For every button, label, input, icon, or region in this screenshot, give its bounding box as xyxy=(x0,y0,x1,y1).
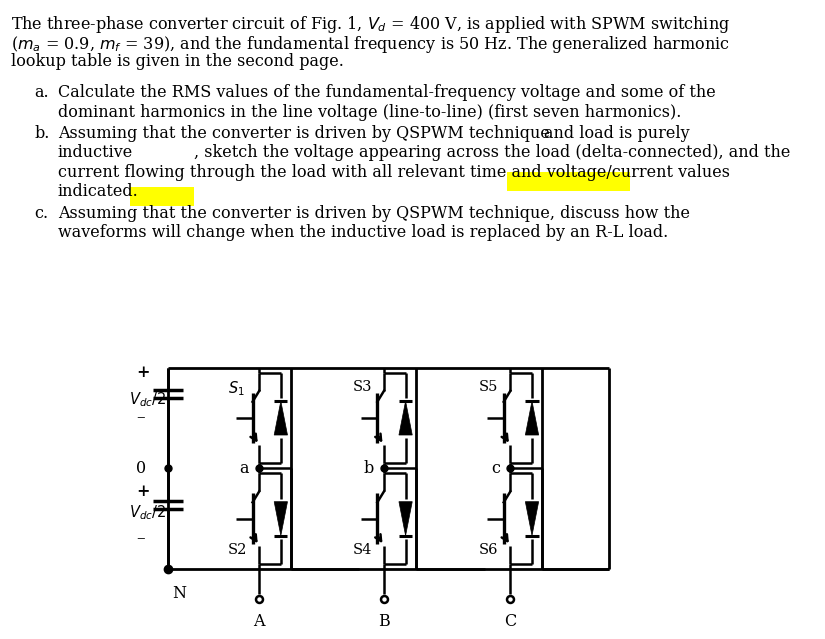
Text: $S_1$: $S_1$ xyxy=(228,380,244,399)
Text: , sketch the voltage appearing across the load (delta-connected), and the: , sketch the voltage appearing across th… xyxy=(194,144,790,162)
Text: S4: S4 xyxy=(352,543,372,557)
Text: Assuming that the converter is driven by QSPWM technique: Assuming that the converter is driven by… xyxy=(58,125,555,142)
Text: N: N xyxy=(172,585,186,602)
Text: –: – xyxy=(136,530,144,548)
Text: S5: S5 xyxy=(478,380,498,394)
Text: c.: c. xyxy=(35,204,49,222)
Text: inductive: inductive xyxy=(58,144,133,162)
Text: ($m_a$ = 0.9, $m_f$ = 39), and the fundamental frequency is 50 Hz. The generaliz: ($m_a$ = 0.9, $m_f$ = 39), and the funda… xyxy=(12,34,730,55)
Text: S3: S3 xyxy=(352,380,372,394)
Text: c: c xyxy=(492,460,501,477)
Polygon shape xyxy=(399,502,412,535)
Text: –: – xyxy=(136,409,144,426)
Text: a: a xyxy=(240,460,249,477)
Polygon shape xyxy=(526,502,539,535)
Text: current flowing through the load with all relevant time and voltage/current valu: current flowing through the load with al… xyxy=(58,164,730,181)
Text: Assuming that the converter is driven by QSPWM technique, discuss how the: Assuming that the converter is driven by… xyxy=(58,204,690,222)
Text: b: b xyxy=(364,460,374,477)
Text: a.: a. xyxy=(35,84,50,101)
Text: $V_{dc}/2$: $V_{dc}/2$ xyxy=(130,503,167,521)
Text: B: B xyxy=(378,613,390,629)
Text: +: + xyxy=(136,364,149,381)
Text: dominant harmonics in the line voltage (line-to-line) (first seven harmonics).: dominant harmonics in the line voltage (… xyxy=(58,104,681,121)
Text: +: + xyxy=(136,482,149,500)
Text: and load is purely: and load is purely xyxy=(544,125,690,142)
Text: waveforms will change when the inductive load is replaced by an R-L load.: waveforms will change when the inductive… xyxy=(58,224,668,241)
Text: $V_{dc}/2$: $V_{dc}/2$ xyxy=(130,390,167,409)
Polygon shape xyxy=(526,401,539,435)
Bar xyxy=(507,172,629,191)
Text: S2: S2 xyxy=(228,543,247,557)
Polygon shape xyxy=(399,401,412,435)
Text: 0: 0 xyxy=(136,460,146,477)
Text: Calculate the RMS values of the fundamental-frequency voltage and some of the: Calculate the RMS values of the fundamen… xyxy=(58,84,716,101)
Text: A: A xyxy=(253,613,265,629)
Bar xyxy=(130,187,195,206)
Polygon shape xyxy=(274,502,287,535)
Polygon shape xyxy=(274,401,287,435)
Text: b.: b. xyxy=(35,125,50,142)
Text: S6: S6 xyxy=(478,543,498,557)
Text: indicated.: indicated. xyxy=(58,183,139,200)
Text: lookup table is given in the second page.: lookup table is given in the second page… xyxy=(12,53,344,70)
Text: C: C xyxy=(504,613,516,629)
Text: The three-phase converter circuit of Fig. 1, $V_d$ = 400 V, is applied with SPWM: The three-phase converter circuit of Fig… xyxy=(12,14,730,35)
